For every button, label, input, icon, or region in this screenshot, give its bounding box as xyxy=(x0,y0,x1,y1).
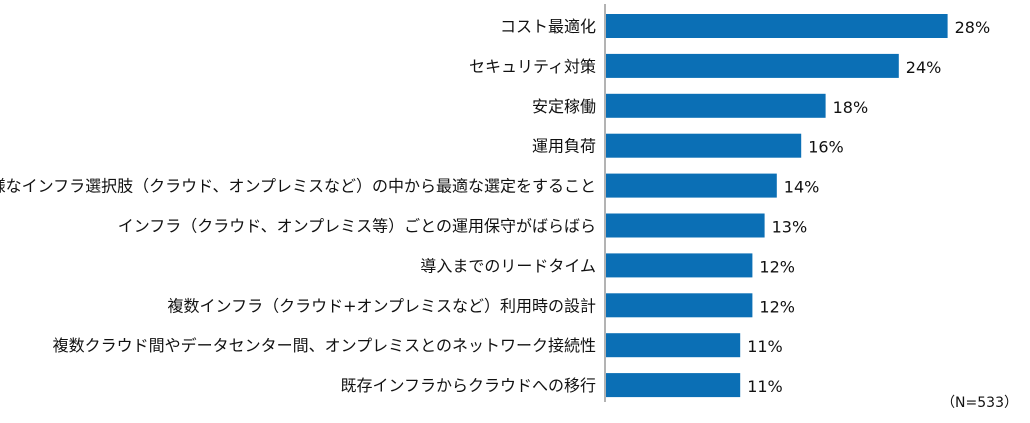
bar xyxy=(606,373,741,398)
category-label: 導入までのリードタイム xyxy=(420,256,596,275)
value-label: 11% xyxy=(747,377,783,396)
value-label: 24% xyxy=(906,58,942,77)
bar xyxy=(606,53,899,78)
category-label: 複数インフラ（クラウド+オンプレミスなど）利用時の設計 xyxy=(168,296,596,315)
value-label: 11% xyxy=(747,337,783,356)
bars-layer: コスト最適化 28% セキュリティ対策 24% 安定稼働 18% 運用負荷 16% 多様なインフ… xyxy=(0,14,991,398)
category-label: 安定稼働 xyxy=(532,97,596,116)
bar xyxy=(606,93,826,118)
value-label: 18% xyxy=(833,98,869,117)
value-label: 13% xyxy=(772,218,808,237)
sample-size-note: （N=533） xyxy=(941,395,1018,411)
bar xyxy=(606,253,753,278)
category-label: 運用負荷 xyxy=(532,137,596,156)
category-label: 複数クラウド間やデータセンター間、オンプレミスとのネットワーク接続性 xyxy=(53,336,596,355)
category-label: 多様なインフラ選択肢（クラウド、オンプレミスなど）の中から最適な選定をすること xyxy=(0,177,596,196)
value-label: 16% xyxy=(808,138,844,157)
category-label: 既存インフラからクラウドへの移行 xyxy=(340,376,596,395)
category-label: セキュリティ対策 xyxy=(469,57,596,76)
bar xyxy=(606,293,753,318)
bar xyxy=(606,14,948,38)
category-label: インフラ（クラウド、オンプレミス等）ごとの運用保守がばらばら xyxy=(118,217,596,236)
bar xyxy=(606,133,802,158)
bar xyxy=(606,333,741,358)
bar xyxy=(606,213,765,238)
bar xyxy=(606,173,777,198)
value-label: 12% xyxy=(759,297,795,316)
value-label: 28% xyxy=(955,18,991,37)
category-label: コスト最適化 xyxy=(500,17,596,36)
value-label: 12% xyxy=(759,257,795,276)
value-label: 14% xyxy=(784,178,820,197)
